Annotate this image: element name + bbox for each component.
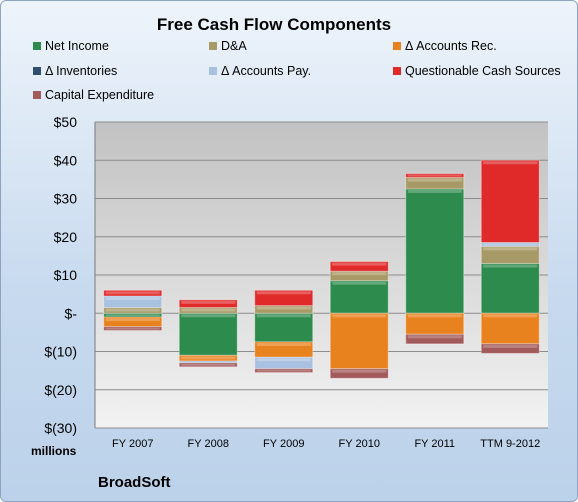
bar-segment bbox=[329, 312, 389, 370]
legend-swatch bbox=[33, 42, 41, 50]
x-tick-label: FY 2008 bbox=[188, 438, 229, 450]
bar-segment bbox=[178, 312, 238, 356]
legend-label: D&A bbox=[221, 39, 247, 53]
bar-segment bbox=[178, 362, 238, 368]
y-tick-label: $10 bbox=[54, 267, 78, 283]
bar-highlight bbox=[483, 161, 538, 165]
bar-segment bbox=[178, 299, 238, 309]
legend-item: Capital Expenditure bbox=[33, 88, 154, 102]
legend-label: Δ Inventories bbox=[45, 64, 118, 78]
x-tick-label: FY 2010 bbox=[339, 438, 380, 450]
bar-segment bbox=[103, 295, 163, 309]
bar-highlight bbox=[181, 300, 236, 304]
bar-highlight bbox=[181, 308, 236, 312]
bar-segment bbox=[254, 289, 314, 307]
bar-highlight bbox=[256, 291, 311, 295]
legend-label: Δ Accounts Pay. bbox=[221, 64, 312, 78]
bar-highlight bbox=[105, 318, 160, 322]
bar-highlight bbox=[483, 264, 538, 268]
bar-highlight bbox=[332, 369, 387, 373]
legend-item: Δ Accounts Pay. bbox=[209, 64, 311, 78]
bar-highlight bbox=[332, 281, 387, 285]
bar-segment bbox=[329, 261, 389, 272]
bar-highlight bbox=[483, 247, 538, 251]
bar-highlight bbox=[105, 308, 160, 312]
bar-highlight bbox=[105, 297, 160, 301]
legend-swatch bbox=[209, 42, 217, 50]
bar-highlight bbox=[407, 178, 462, 182]
company-name: BroadSoft bbox=[98, 474, 171, 491]
bar-segment bbox=[178, 307, 238, 314]
legend-swatch bbox=[209, 67, 217, 75]
bar-highlight bbox=[332, 314, 387, 318]
bar-highlight bbox=[483, 243, 538, 246]
legend-item: D&A bbox=[209, 39, 247, 53]
bar-highlight bbox=[332, 272, 387, 276]
units-label: millions bbox=[31, 444, 77, 458]
x-tick-label: TTM 9-2012 bbox=[480, 438, 540, 450]
bar-segment bbox=[329, 280, 389, 314]
legend-label: Δ Accounts Rec. bbox=[405, 39, 497, 53]
legend-swatch bbox=[393, 42, 401, 50]
legend-swatch bbox=[33, 91, 41, 99]
bar-highlight bbox=[105, 291, 160, 295]
bar-highlight bbox=[105, 314, 160, 317]
bar-highlight bbox=[407, 189, 462, 193]
bar-highlight bbox=[181, 356, 236, 360]
chart-title: Free Cash Flow Components bbox=[156, 15, 392, 34]
bar-highlight bbox=[256, 314, 311, 318]
y-tick-label: $30 bbox=[54, 191, 78, 207]
y-tick-label: $(30) bbox=[44, 420, 77, 436]
bar-segment bbox=[480, 159, 540, 243]
bar-segment bbox=[480, 312, 540, 345]
bar-highlight bbox=[256, 369, 311, 372]
bar-segment bbox=[254, 368, 314, 374]
bar-highlight bbox=[105, 327, 160, 330]
bar-highlight bbox=[256, 342, 311, 346]
bar-highlight bbox=[181, 314, 236, 318]
bar-highlight bbox=[181, 363, 236, 366]
legend-item: Questionable Cash Sources bbox=[393, 64, 561, 78]
bar-segment bbox=[480, 343, 540, 354]
bar-highlight bbox=[256, 358, 311, 362]
bar-segment bbox=[480, 263, 540, 314]
y-tick-label: $(10) bbox=[44, 344, 77, 360]
legend-label: Net Income bbox=[45, 39, 109, 53]
y-tick-label: $40 bbox=[54, 152, 78, 168]
chart-legend: Net Income D&A Δ Accounts Rec. Δ Inventorie… bbox=[1, 1, 577, 111]
legend-item: Δ Accounts Rec. bbox=[393, 39, 497, 53]
y-tick-label: $50 bbox=[54, 114, 78, 130]
y-tick-label: $20 bbox=[54, 229, 78, 245]
bar-segment bbox=[254, 312, 314, 343]
legend-swatch bbox=[393, 67, 401, 75]
x-tick-label: FY 2009 bbox=[263, 438, 304, 450]
bar-segment bbox=[103, 326, 163, 331]
x-tick-label: FY 2007 bbox=[112, 438, 153, 450]
bar-highlight bbox=[407, 335, 462, 339]
x-tick-label: FY 2011 bbox=[414, 438, 455, 450]
bar-highlight bbox=[332, 262, 387, 266]
bar-segment bbox=[405, 333, 465, 345]
legend-item: Net Income bbox=[33, 39, 109, 53]
bar-segment bbox=[405, 173, 465, 178]
bar-highlight bbox=[407, 174, 462, 177]
bar-segment bbox=[103, 289, 163, 297]
bar-highlight bbox=[256, 306, 311, 310]
bar-highlight bbox=[483, 344, 538, 348]
bar-segment bbox=[405, 188, 465, 314]
legend-item: Δ Inventories bbox=[33, 64, 117, 78]
legend-label: Questionable Cash Sources bbox=[405, 64, 561, 78]
bar-highlight bbox=[483, 314, 538, 318]
y-tick-label: $- bbox=[65, 305, 78, 321]
legend-swatch bbox=[33, 67, 41, 75]
legend-label: Capital Expenditure bbox=[45, 88, 155, 102]
y-tick-label: $(20) bbox=[44, 382, 77, 398]
bar-segment bbox=[254, 305, 314, 314]
bar-highlight bbox=[407, 314, 462, 318]
bar-segment bbox=[329, 368, 389, 379]
